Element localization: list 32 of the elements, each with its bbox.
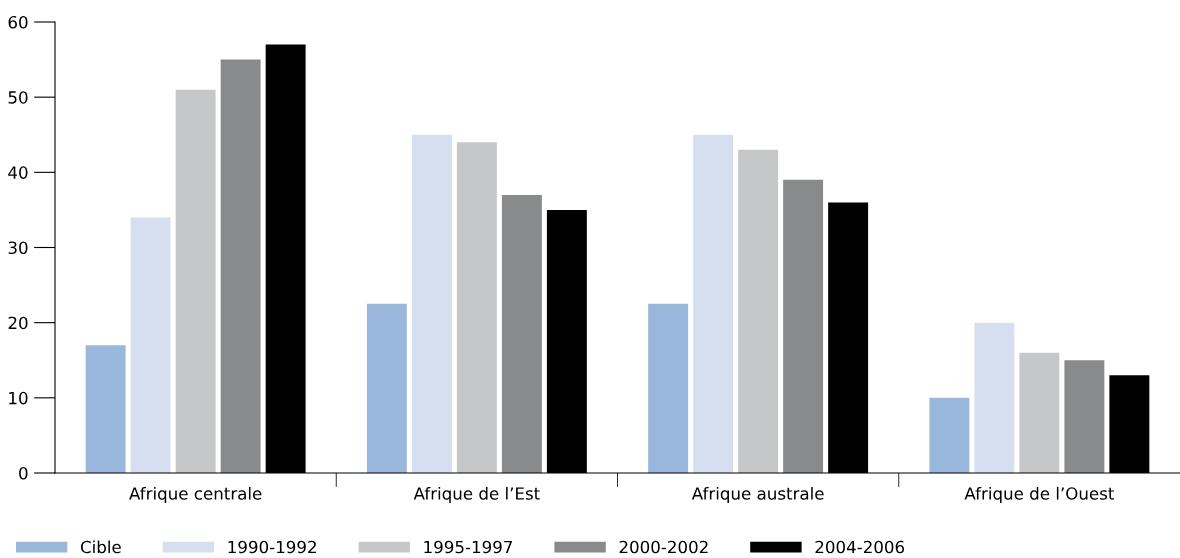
legend-label: 1995-1997 (424, 540, 512, 554)
bar (456, 142, 497, 473)
x-tick-label: Afrique de l’Est (413, 486, 540, 504)
y-tick-label: 0 (19, 466, 28, 480)
bar (738, 149, 779, 473)
y-tick-label: 50 (8, 91, 28, 104)
y-tick-label: 60 (8, 15, 28, 29)
legend-label: 1990-1992 (228, 540, 316, 554)
legend-label: 2004-2006 (815, 540, 905, 554)
bar (175, 89, 216, 473)
y-tick-label: 30 (8, 241, 28, 255)
bar (220, 59, 261, 473)
x-tick-label: Afrique australe (691, 486, 824, 504)
bar (130, 217, 171, 473)
bar (783, 179, 824, 473)
legend-label: Cible (80, 540, 121, 554)
legend-label: 2000-2002 (619, 540, 708, 554)
bar (693, 134, 734, 473)
x-tick-label: Afrique de l’Ouest (964, 486, 1114, 504)
bar (648, 303, 689, 473)
bar (411, 134, 452, 473)
bar (929, 397, 970, 473)
bar (501, 194, 542, 473)
bar (85, 345, 126, 473)
y-tick-label: 20 (8, 316, 28, 330)
bar (974, 322, 1015, 473)
bar (366, 303, 407, 473)
bar (1019, 352, 1060, 473)
x-tick-label: Afrique centrale (129, 486, 262, 504)
y-tick-label: 40 (8, 166, 28, 179)
y-tick-label: 10 (9, 391, 28, 405)
bar (1064, 360, 1105, 473)
